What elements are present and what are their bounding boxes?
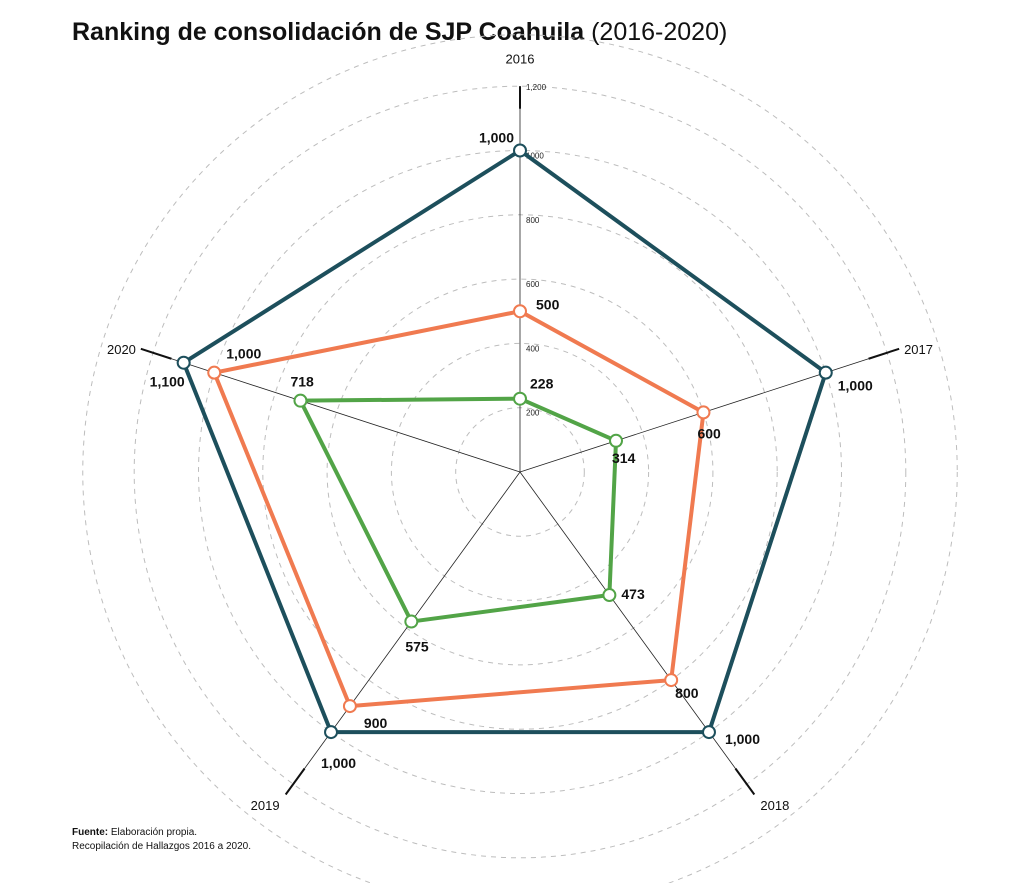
axis-spoke-tip [140,347,172,360]
data-label: 228 [530,376,554,392]
series-marker [701,725,716,740]
series-marker [404,614,419,629]
axis-label-2020: 2020 [107,342,136,357]
series-marker [513,391,527,406]
series-marker [664,673,679,688]
data-label: 500 [536,296,560,312]
data-label: 1,000 [479,130,514,146]
tick-label: 400 [526,344,540,353]
grid-circle [133,85,907,859]
axis-spoke-tip [284,767,306,796]
axis-spoke-tip [868,347,900,360]
series-marker [609,433,624,448]
axis-spoke [519,471,736,769]
tick-label: 200 [526,409,540,418]
source-line-1: Elaboración propia. [110,827,198,838]
tick-label: 1000 [526,152,544,161]
grid-circle [82,34,958,883]
tick-label: 800 [526,216,540,225]
axis-spoke [519,358,869,473]
series-polygon [181,148,828,735]
chart-title-main: Ranking de consolidación de SJP Coahuila [72,18,585,46]
axis-label-2018: 2018 [760,798,789,813]
series-marker [696,405,711,420]
chart-title: Ranking de consolidación de SJP Coahuila… [72,18,727,47]
data-label: 718 [290,374,314,390]
source-note: Fuente: Elaboración propia. Recopilación… [72,826,251,854]
tick-label: 600 [526,280,540,289]
data-label: 1,000 [838,378,873,394]
data-label: 600 [697,425,721,441]
axis-label-2016: 2016 [506,52,535,67]
series-polygon [298,396,619,624]
data-label: 800 [675,685,699,701]
series-marker [602,588,617,603]
series-marker [207,365,222,380]
source-line-2: Recopilación de Hallazgos 2016 a 2020. [72,841,252,852]
data-label: 575 [405,639,429,655]
data-label: 314 [612,450,636,466]
series-polygon [212,309,706,709]
grid-circle [326,278,714,666]
series-marker [324,725,339,740]
data-label: 1,000 [725,731,760,747]
data-label: 473 [621,586,645,602]
data-label: 1,000 [226,346,261,362]
series-marker [293,393,308,408]
grid-circle [390,342,650,602]
axis-label-2019: 2019 [251,798,280,813]
series-marker [513,143,527,158]
source-label: Fuente: [72,827,109,838]
chart-title-years: (2016-2020) [591,18,728,46]
data-label: 1,000 [321,755,356,771]
series-marker [513,304,527,319]
axis-label-2017: 2017 [904,342,933,357]
axis-spoke [171,358,521,473]
series-marker [342,699,357,714]
data-label: 1,100 [150,374,185,390]
tick-label: 1,200 [526,83,547,92]
axis-spoke-tip [734,767,756,796]
series-marker [176,355,191,370]
data-label: 900 [364,715,388,731]
series-marker [818,365,833,380]
